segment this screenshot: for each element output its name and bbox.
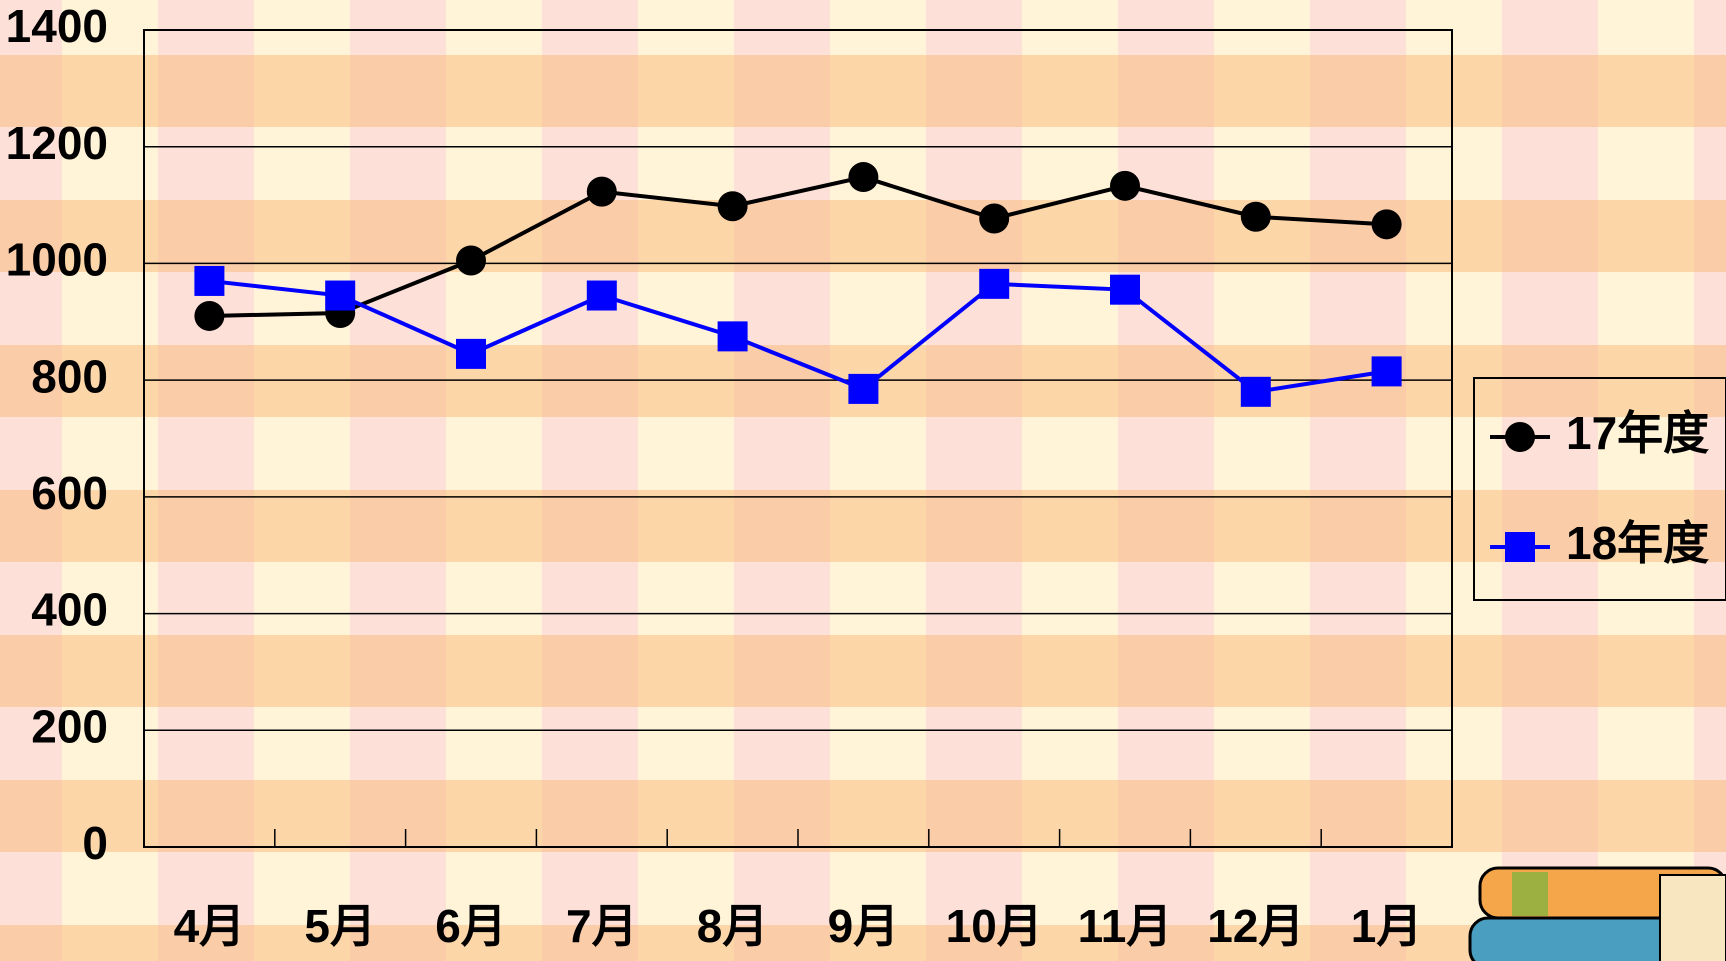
data-point bbox=[456, 246, 486, 276]
data-point bbox=[979, 269, 1009, 299]
y-tick-label: 800 bbox=[31, 350, 108, 402]
x-tick-label: 6月 bbox=[435, 900, 507, 952]
x-tick-label: 7月 bbox=[566, 900, 638, 952]
data-point bbox=[1110, 171, 1140, 201]
y-tick-label: 400 bbox=[31, 584, 108, 636]
data-point bbox=[1241, 377, 1271, 407]
data-point bbox=[194, 301, 224, 331]
book-pages bbox=[1660, 875, 1726, 961]
books-icon bbox=[1470, 868, 1726, 961]
y-tick-label: 600 bbox=[31, 467, 108, 519]
x-tick-label: 9月 bbox=[828, 900, 900, 952]
data-point bbox=[1110, 275, 1140, 305]
data-point bbox=[194, 266, 224, 296]
data-point bbox=[718, 321, 748, 351]
data-point bbox=[848, 162, 878, 192]
y-tick-label: 1400 bbox=[6, 0, 108, 52]
x-tick-label: 12月 bbox=[1207, 900, 1304, 952]
legend-label: 18年度 bbox=[1566, 517, 1709, 569]
book-band bbox=[1512, 872, 1548, 916]
x-tick-label: 11月 bbox=[1078, 900, 1173, 952]
x-tick-label: 10月 bbox=[946, 900, 1043, 952]
data-point bbox=[587, 177, 617, 207]
series-line bbox=[209, 177, 1386, 316]
x-tick-label: 4月 bbox=[174, 900, 246, 952]
legend-label: 17年度 bbox=[1566, 407, 1709, 459]
data-point bbox=[456, 339, 486, 369]
y-tick-label: 1000 bbox=[6, 234, 108, 286]
x-tick-label: 8月 bbox=[697, 900, 769, 952]
data-point bbox=[718, 191, 748, 221]
data-point bbox=[979, 203, 1009, 233]
data-point bbox=[587, 281, 617, 311]
data-point bbox=[1241, 202, 1271, 232]
series-line bbox=[209, 281, 1386, 392]
data-point bbox=[325, 281, 355, 311]
data-point bbox=[1372, 356, 1402, 386]
y-tick-label: 0 bbox=[82, 817, 108, 869]
page: 0 200 400 600 800 1000 1200 1400 4月 5月 6月 7月 8月 9月 10月… bbox=[0, 0, 1726, 961]
plot-frame bbox=[144, 30, 1452, 847]
y-tick-label: 200 bbox=[31, 700, 108, 752]
x-tick-label: 1月 bbox=[1351, 900, 1423, 952]
data-point bbox=[1372, 209, 1402, 239]
legend-marker bbox=[1505, 422, 1535, 452]
y-tick-label: 1200 bbox=[6, 117, 108, 169]
chart: 0 200 400 600 800 1000 1200 1400 4月 5月 6月 7月 8月 9月 10月… bbox=[0, 0, 1726, 961]
x-tick-label: 5月 bbox=[304, 900, 376, 952]
data-point bbox=[848, 374, 878, 404]
legend-marker bbox=[1505, 532, 1535, 562]
